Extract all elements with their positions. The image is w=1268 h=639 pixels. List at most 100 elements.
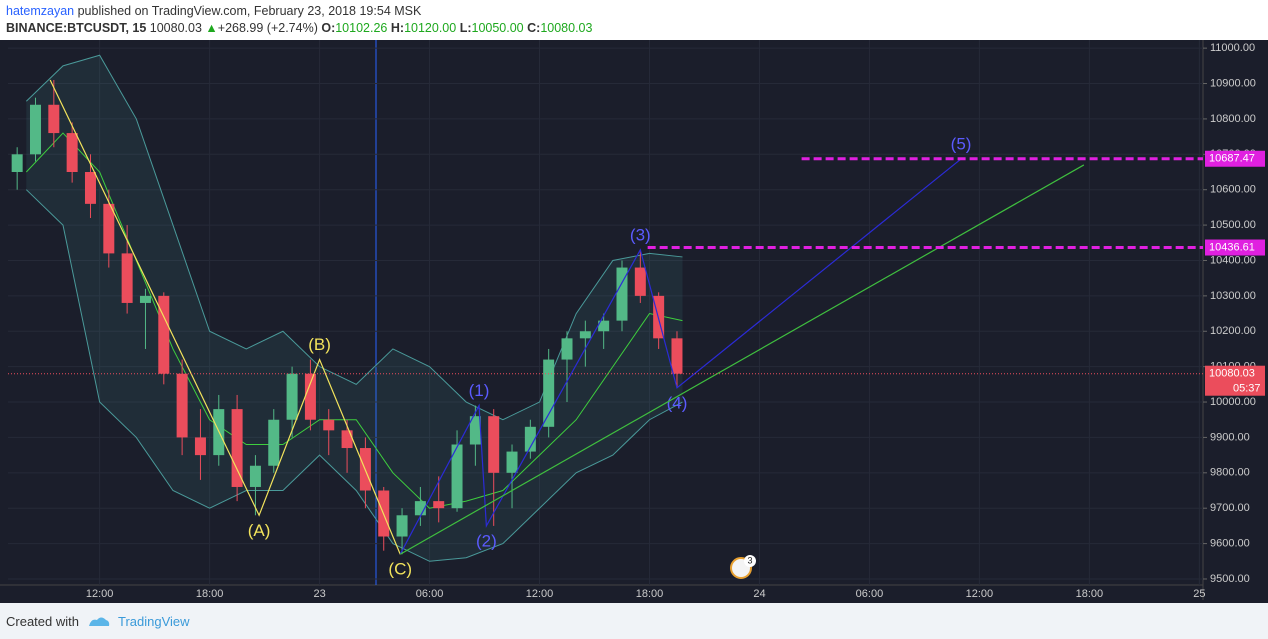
c-label: C: [527, 21, 541, 35]
footer: Created with TradingView [0, 603, 1268, 639]
y-tick-label: 10800.00 [1210, 113, 1256, 125]
wave-label: (2) [476, 531, 497, 550]
close: 10080.03 [540, 21, 593, 35]
candle-body [139, 295, 151, 303]
candle-body [469, 416, 481, 445]
level-tag [1205, 150, 1265, 167]
level-label: 10687.47 [1209, 153, 1255, 165]
level-label: 10436.61 [1209, 241, 1255, 253]
wave-label: (C) [388, 560, 412, 579]
candle-body [268, 419, 280, 466]
l-label: L: [459, 21, 472, 35]
y-tick-label: 9800.00 [1210, 467, 1250, 479]
created-with: Created with [6, 614, 79, 629]
candle-body [286, 373, 298, 420]
candle-body [323, 419, 335, 431]
candle-body [579, 331, 591, 339]
band-lower [25, 189, 683, 562]
x-tick-label: 06:00 [856, 588, 884, 600]
candle-body [616, 267, 628, 321]
wave-line [399, 164, 1085, 555]
candle-body [671, 338, 683, 374]
candle-body [451, 444, 463, 509]
y-tick-label: 10300.00 [1210, 290, 1256, 302]
candle-body [29, 104, 41, 155]
header-line-2: BINANCE:BTCUSDT, 15 10080.03 ▲+268.99 (+… [6, 20, 592, 37]
candle-body [433, 501, 445, 509]
change: +268.99 (+2.74%) [217, 21, 318, 35]
header: hatemzayan published on TradingView.com,… [6, 3, 592, 37]
last: 10080.03 [149, 21, 202, 35]
candle-body [488, 416, 500, 473]
candle-body [598, 320, 610, 332]
wave-line [399, 158, 962, 555]
candle-body [249, 465, 261, 487]
candle-body [506, 451, 518, 473]
wave-label: (B) [308, 335, 331, 354]
x-tick-label: 12:00 [526, 588, 554, 600]
y-tick-label: 10600.00 [1210, 184, 1256, 196]
candle-body [66, 133, 78, 173]
x-tick-label: 06:00 [416, 588, 444, 600]
wave-line [49, 79, 401, 555]
band-upper [25, 54, 683, 421]
badge-count-bg [744, 555, 756, 567]
brand[interactable]: TradingView [118, 614, 190, 629]
y-tick-label: 10000.00 [1210, 396, 1256, 408]
high: 10120.00 [404, 21, 457, 35]
candle-body [543, 359, 555, 427]
h-label: H: [390, 21, 405, 35]
candle-body [194, 437, 206, 456]
candle-body [414, 501, 426, 516]
y-tick-label: 9900.00 [1210, 431, 1250, 443]
x-tick-label: 18:00 [1076, 588, 1104, 600]
x-tick-label: 18:00 [196, 588, 224, 600]
y-tick-label: 10400.00 [1210, 254, 1256, 266]
candle-body [176, 373, 188, 438]
last-price-label: 10080.03 [1209, 368, 1255, 380]
y-tick-label: 10500.00 [1210, 219, 1256, 231]
chart: 9500.00 9600.00 9700.00 9800.00 9900.00 10000… [0, 40, 1268, 603]
band-fill [26, 55, 683, 562]
arrow: ▲ [205, 21, 218, 35]
x-tick-label: 12:00 [86, 588, 114, 600]
chart-bg [0, 40, 1268, 603]
candle-body [48, 104, 60, 134]
x-tick-label: 25 [1193, 588, 1205, 600]
wave-label: (4) [667, 393, 688, 412]
x-tick-label: 24 [753, 588, 765, 600]
header-line-1: hatemzayan published on TradingView.com,… [6, 3, 592, 20]
candle-body [634, 267, 646, 296]
candle-body [103, 203, 115, 254]
low: 10050.00 [471, 21, 524, 35]
open: 10102.26 [335, 21, 388, 35]
candle-body [341, 430, 353, 449]
candle-body [11, 154, 23, 173]
author[interactable]: hatemzayan [6, 4, 75, 18]
y-tick-label: 9700.00 [1210, 502, 1250, 514]
y-tick-label: 10900.00 [1210, 77, 1256, 89]
published: published on TradingView.com, February 2… [77, 4, 422, 18]
level-tag [1205, 239, 1265, 256]
wave-label: (3) [630, 225, 651, 244]
wave-label: (1) [469, 381, 490, 400]
countdown: 05:37 [1233, 383, 1261, 395]
x-tick-label: 12:00 [966, 588, 994, 600]
candle-body [524, 426, 536, 452]
x-tick-label: 18:00 [636, 588, 664, 600]
wave-label: (A) [248, 521, 271, 540]
logo [89, 617, 110, 626]
candle-body [158, 295, 170, 374]
wave-label: (5) [951, 134, 972, 153]
symbol: BINANCE:BTCUSDT, 15 [6, 21, 147, 35]
last-price-tag [1205, 365, 1265, 396]
candle-body [396, 515, 408, 537]
y-tick-label: 9500.00 [1210, 573, 1250, 585]
candle-body [121, 253, 133, 303]
o-label: O: [321, 21, 336, 35]
y-tick-label: 11000.00 [1210, 42, 1255, 54]
y-tick-label: 9600.00 [1210, 538, 1250, 550]
y-tick-label: 10200.00 [1210, 325, 1256, 337]
x-tick-label: 23 [313, 588, 325, 600]
